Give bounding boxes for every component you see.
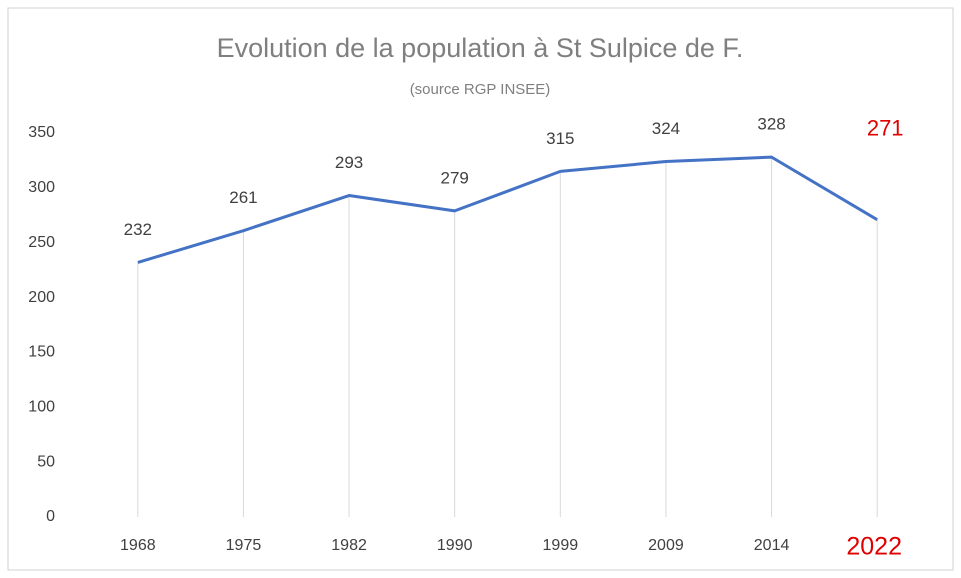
y-tick-label: 250 — [28, 234, 55, 251]
x-tick-label: 1975 — [226, 537, 262, 554]
x-tick-label: 1982 — [331, 537, 367, 554]
x-tick-label: 1968 — [120, 537, 156, 554]
y-tick-label: 100 — [28, 399, 55, 416]
x-tick-label: 1990 — [437, 537, 473, 554]
y-tick-label: 0 — [46, 508, 55, 525]
x-tick-label: 1999 — [543, 537, 579, 554]
data-label: 315 — [546, 129, 574, 148]
data-label: 271 — [867, 115, 904, 140]
x-tick-label: 2022 — [846, 533, 902, 561]
x-tick-label: 2009 — [648, 537, 684, 554]
chart-title: Evolution de la population à St Sulpice … — [217, 33, 744, 63]
data-label: 324 — [652, 119, 680, 138]
y-tick-label: 50 — [37, 453, 55, 470]
y-tick-label: 300 — [28, 179, 55, 196]
data-label: 232 — [124, 220, 152, 239]
chart-subtitle: (source RGP INSEE) — [410, 81, 551, 98]
data-label: 328 — [757, 115, 785, 134]
y-tick-label: 150 — [28, 344, 55, 361]
data-label: 261 — [229, 188, 257, 207]
x-tick-label: 2014 — [754, 537, 790, 554]
y-tick-label: 350 — [28, 124, 55, 141]
line-series — [137, 155, 878, 264]
data-label: 293 — [335, 153, 363, 172]
y-tick-label: 200 — [28, 289, 55, 306]
chart-border — [7, 7, 954, 571]
data-label: 279 — [441, 168, 469, 187]
